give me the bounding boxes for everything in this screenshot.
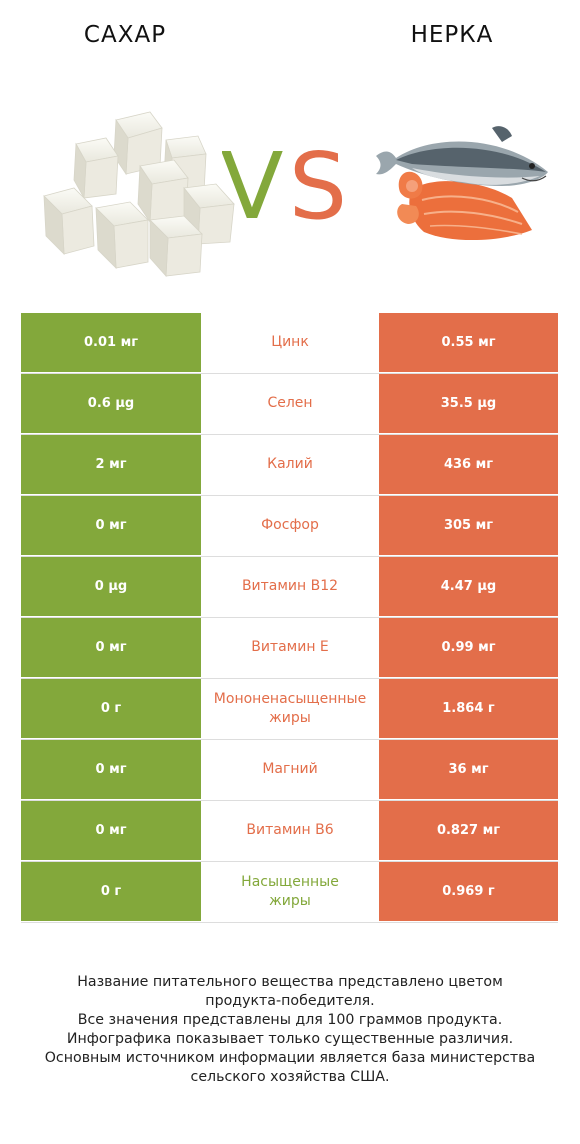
left-value: 0 мг — [21, 801, 201, 860]
nutrient-name: Калий — [267, 456, 313, 472]
nutrient-name: Витамин E — [251, 639, 329, 655]
footer-line: сельского хозяйства США. — [190, 1069, 390, 1085]
footer-notes: Название питательного вещества представл… — [20, 973, 560, 1087]
right-value: 0.969 г — [379, 862, 558, 921]
nutrient-name: Витамин B12 — [241, 578, 339, 594]
left-value: 0 г — [21, 679, 201, 738]
nutrient-name: Селен — [267, 395, 313, 411]
right-value: 305 мг — [379, 496, 558, 555]
right-value: 35.5 µg — [379, 374, 558, 433]
table-row: 0 µg Витамин B12 4.47 µg — [21, 557, 558, 618]
table-row: 0 мг Витамин E 0.99 мг — [21, 618, 558, 679]
left-value: 0 г — [21, 862, 201, 921]
footer-line: Инфографика показывает только существенн… — [66, 1031, 514, 1047]
nutrient-name: Насыщенные жиры — [241, 873, 339, 909]
footer-line: продукта-победителя. — [205, 993, 375, 1009]
left-value: 0 мг — [21, 618, 201, 677]
table-row: 0 мг Магний 36 мг — [21, 740, 558, 801]
right-value: 36 мг — [379, 740, 558, 799]
left-product-title: САХАР — [83, 22, 167, 48]
nutrient-name: Мононенасыщенные жиры — [213, 690, 367, 726]
footer-line: Основным источником информации является … — [44, 1050, 536, 1066]
nutrient-name: Магний — [262, 761, 318, 777]
sockeye-salmon-image — [376, 126, 548, 241]
right-product-title: НЕРКА — [410, 22, 494, 48]
table-row: 0 г Насыщенные жиры 0.969 г — [21, 862, 558, 923]
nutrient-name: Фосфор — [261, 517, 319, 533]
left-value: 0.01 мг — [21, 313, 201, 372]
vs-mark: V S — [222, 133, 347, 232]
table-row: 2 мг Калий 436 мг — [21, 435, 558, 496]
vs-letter-s: S — [289, 133, 347, 232]
footer-line: Все значения представлены для 100 граммо… — [77, 1012, 503, 1028]
nutrient-name: Цинк — [271, 334, 309, 350]
right-value: 1.864 г — [379, 679, 558, 738]
right-value: 0.827 мг — [379, 801, 558, 860]
left-value: 0 мг — [21, 740, 201, 799]
right-value: 4.47 µg — [379, 557, 558, 616]
footer-line: Название питательного вещества представл… — [77, 974, 503, 990]
left-value: 0.6 µg — [21, 374, 201, 433]
table-row: 0.6 µg Селен 35.5 µg — [21, 374, 558, 435]
right-value: 0.99 мг — [379, 618, 558, 677]
comparison-table: 0.01 мг Цинк 0.55 мг 0.6 µg Селен 35.5 µ… — [21, 313, 558, 923]
table-row: 0.01 мг Цинк 0.55 мг — [21, 313, 558, 374]
table-row: 0 г Мононенасыщенные жиры 1.864 г — [21, 679, 558, 740]
table-row: 0 мг Фосфор 305 мг — [21, 496, 558, 557]
right-value: 0.55 мг — [379, 313, 558, 372]
right-value: 436 мг — [379, 435, 558, 494]
sugar-cubes-image — [43, 111, 235, 277]
table-row: 0 мг Витамин B6 0.827 мг — [21, 801, 558, 862]
left-value: 0 µg — [21, 557, 201, 616]
vs-letter-v: V — [222, 133, 284, 232]
nutrient-name: Витамин B6 — [246, 822, 334, 838]
left-value: 0 мг — [21, 496, 201, 555]
left-value: 2 мг — [21, 435, 201, 494]
